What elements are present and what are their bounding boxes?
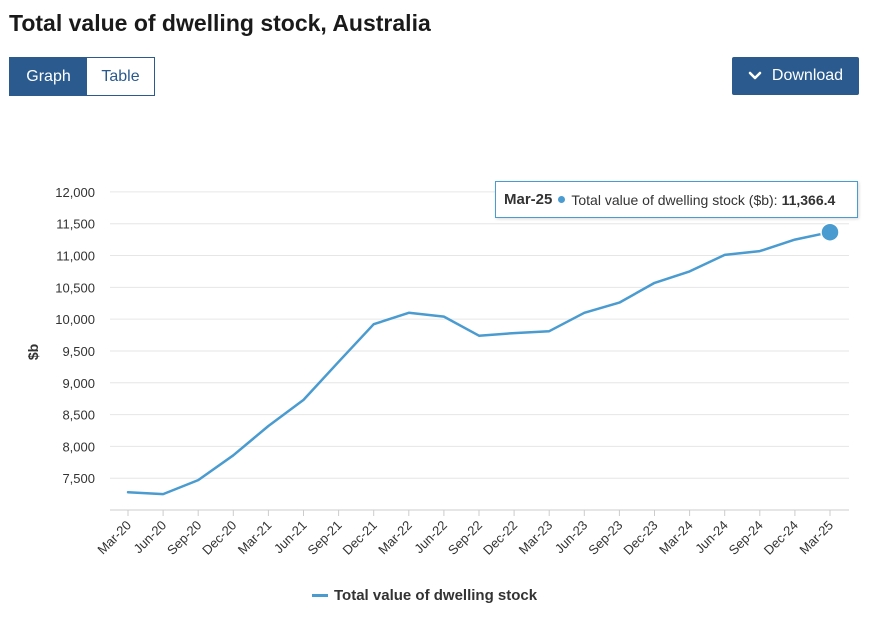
x-tick-label: Jun-21 — [271, 518, 310, 557]
x-tick-label: Dec-23 — [620, 518, 660, 558]
x-tick-label: Mar-21 — [235, 518, 275, 558]
legend-label: Total value of dwelling stock — [334, 587, 538, 604]
y-tick-label: 10,000 — [55, 312, 95, 327]
x-tick-label: Jun-24 — [692, 518, 731, 557]
x-tick-label: Mar-22 — [375, 518, 415, 558]
x-tick-label: Dec-21 — [340, 518, 380, 558]
chevron-down-icon — [748, 71, 762, 80]
y-tick-label: 8,000 — [62, 439, 95, 454]
series-line — [126, 230, 832, 496]
y-axis-label: $b — [25, 344, 41, 360]
x-tick-label: Jun-23 — [552, 518, 591, 557]
hover-point[interactable] — [820, 222, 840, 242]
grid-lines — [110, 191, 849, 511]
x-tick-label: Dec-20 — [199, 518, 239, 558]
x-axis-ticks: Mar-20Jun-20Sep-20Dec-20Mar-21Jun-21Sep-… — [94, 510, 836, 558]
y-tick-label: 11,500 — [56, 217, 95, 232]
legend-swatch — [312, 594, 328, 597]
x-tick-label: Mar-23 — [516, 518, 556, 558]
tooltip-series-label: Total value of dwelling stock ($b): — [571, 191, 778, 208]
tab-graph[interactable]: Graph — [10, 58, 87, 95]
download-button[interactable]: Download — [732, 57, 859, 95]
y-tick-label: 8,500 — [62, 408, 95, 423]
tooltip-x-label: Mar-25 — [504, 191, 553, 208]
x-tick-label: Dec-24 — [761, 518, 801, 558]
x-tick-label: Mar-20 — [94, 518, 134, 558]
view-toggle: Graph Table — [9, 57, 155, 96]
tab-table[interactable]: Table — [87, 58, 154, 95]
y-tick-label: 11,000 — [56, 249, 95, 264]
y-tick-label: 9,500 — [62, 344, 95, 359]
x-tick-label: Jun-22 — [411, 518, 450, 557]
tooltip-series-dot — [558, 196, 566, 203]
y-tick-label: 10,500 — [55, 280, 95, 295]
data-tooltip: Mar-25 Total value of dwelling stock ($b… — [495, 181, 858, 218]
y-tick-label: 9,000 — [62, 376, 95, 391]
x-tick-label: Sep-23 — [585, 518, 625, 558]
x-tick-label: Sep-24 — [726, 518, 766, 558]
legend-item[interactable]: Total value of dwelling stock — [312, 587, 537, 604]
download-label: Download — [771, 67, 844, 84]
y-axis-ticks: 7,500 8,000 8,500 9,000 9,500 10,000 10,500 11,… — [55, 185, 95, 486]
y-tick-label: 12,000 — [55, 185, 95, 200]
x-tick-label: Sep-22 — [445, 518, 485, 558]
page-title: Total value of dwelling stock, Australia — [9, 10, 431, 36]
x-tick-label: Sep-21 — [304, 518, 344, 558]
y-tick-label: 7,500 — [62, 471, 95, 486]
x-tick-label: Sep-20 — [164, 518, 204, 558]
x-tick-label: Jun-20 — [131, 518, 170, 557]
x-tick-label: Dec-22 — [480, 518, 520, 558]
tooltip-value: 11,366.4 — [781, 191, 836, 208]
x-tick-label: Mar-25 — [796, 518, 836, 558]
series-layer — [126, 222, 840, 496]
x-tick-label: Mar-24 — [656, 518, 696, 558]
